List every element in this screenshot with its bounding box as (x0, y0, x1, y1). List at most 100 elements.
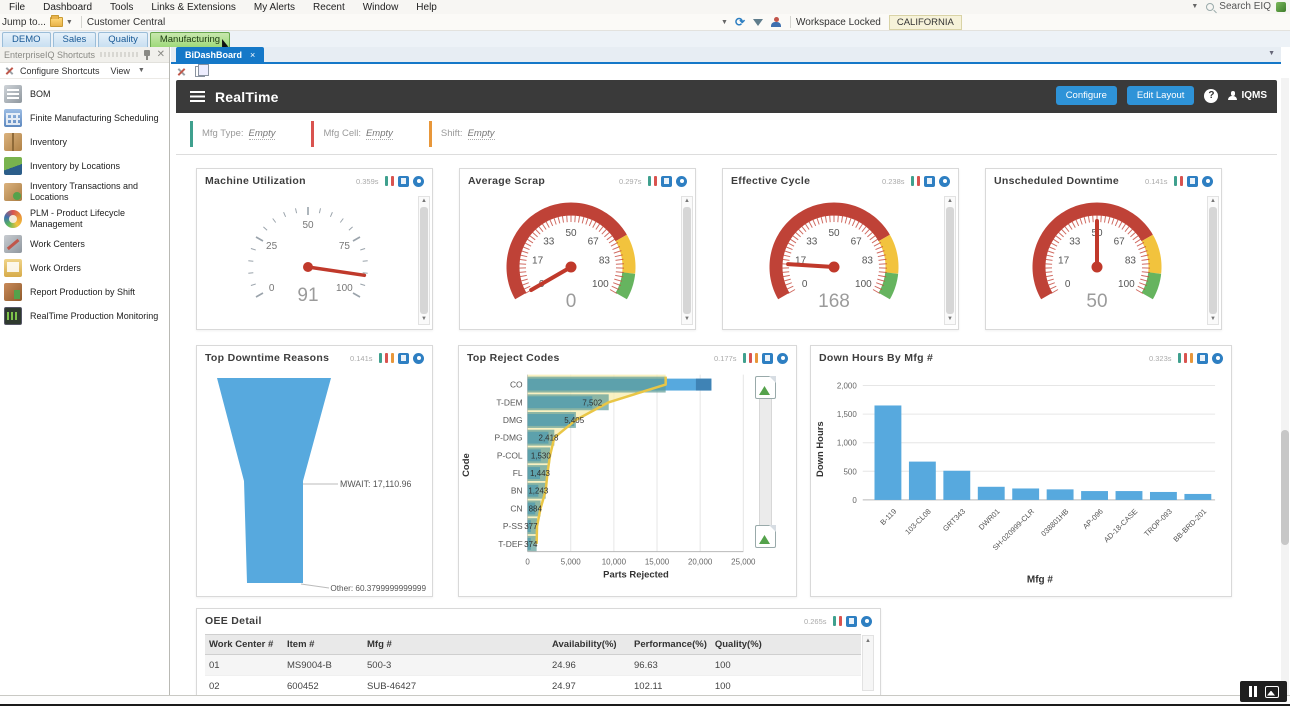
sidebar-item-inventory[interactable]: Inventory (0, 130, 169, 154)
pause-icon[interactable] (1248, 686, 1257, 697)
export-icon[interactable] (1187, 175, 1198, 187)
sidebar-item-plm-product-lifecycle-management[interactable]: PLM - Product Lifecycle Management (0, 205, 169, 232)
menu-item-dashboard[interactable]: Dashboard (43, 1, 93, 13)
widget-scrollbar[interactable]: ▲ ▼ (681, 196, 693, 325)
menu-item-recent[interactable]: Recent (313, 1, 345, 13)
close-icon[interactable]: ✕ (156, 48, 165, 60)
sidebar-item-bom[interactable]: BOM (0, 82, 169, 106)
sidebar-item-work-centers[interactable]: Work Centers (0, 232, 169, 256)
export-icon[interactable] (846, 615, 857, 627)
table-header-item[interactable]: Item # (283, 634, 363, 655)
pin-icon[interactable] (143, 49, 151, 60)
filter-icon[interactable] (753, 18, 763, 26)
workspace-tab-manufacturing[interactable]: Manufacturing (149, 32, 231, 52)
menu-item-my-alerts[interactable]: My Alerts (253, 1, 296, 13)
refresh-icon[interactable]: ⟳ (734, 15, 745, 29)
table-row[interactable]: 02 600452 SUB-46427 24.97 102.11 100 (205, 675, 861, 697)
user-icon[interactable] (771, 17, 781, 27)
screenshot-icon[interactable] (1264, 685, 1279, 698)
table-header-mfg[interactable]: Mfg # (363, 634, 548, 655)
filter-value[interactable]: Empty (365, 127, 393, 140)
bom-icon (4, 85, 22, 103)
page-scrollbar[interactable] (1281, 78, 1289, 695)
gear-icon[interactable] (939, 175, 950, 187)
user-menu[interactable]: IQMS (1228, 90, 1267, 101)
menu-item-file[interactable]: File (9, 1, 26, 13)
svg-text:25: 25 (266, 241, 278, 252)
hamburger-menu-icon[interactable] (190, 91, 205, 102)
workspace-tab-demo[interactable]: DEMO (2, 32, 51, 47)
filter-value[interactable]: Empty (248, 127, 276, 140)
filter-chip-shift[interactable]: Shift: Empty (428, 120, 521, 147)
chevron-down-icon[interactable]: ▼ (1191, 3, 1199, 10)
table-header-quality[interactable]: Quality(%) (710, 634, 861, 655)
export-icon[interactable] (661, 175, 672, 187)
gear-icon[interactable] (1202, 175, 1213, 187)
table-scrollbar[interactable]: ▲ (862, 635, 874, 691)
filter-value[interactable]: Empty (467, 127, 495, 140)
table-header-work-center[interactable]: Work Center # (205, 634, 283, 655)
chart-scrollbar[interactable] (759, 380, 772, 540)
edit-layout-button[interactable]: Edit Layout (1126, 86, 1195, 105)
scrollbar-thumb[interactable] (1281, 430, 1289, 545)
filter-flag-icon (832, 616, 836, 626)
menu-item-window[interactable]: Window (362, 1, 399, 13)
tab-list-chevron-icon[interactable]: ▼ (1268, 50, 1275, 57)
menu-item-links-extensions[interactable]: Links & Extensions (151, 1, 236, 13)
widget-scrollbar[interactable]: ▲ ▼ (1207, 196, 1219, 325)
export-icon[interactable] (924, 175, 935, 187)
table-row[interactable]: 01 MS9004-B 500-3 24.96 96.63 100 (205, 654, 861, 676)
close-icon[interactable]: × (250, 49, 256, 60)
sidebar-item-work-orders[interactable]: Work Orders (0, 256, 169, 280)
sidebar-item-inventory-transactions-and-locations[interactable]: Inventory Transactions and Locations (0, 178, 169, 205)
filter-chip-mfg-cell[interactable]: Mfg Cell: Empty (311, 120, 419, 147)
widget-scrollbar[interactable]: ▲ ▼ (418, 196, 430, 325)
gear-icon[interactable] (861, 615, 872, 627)
copy-icon[interactable] (195, 64, 209, 77)
configure-shortcuts-button[interactable]: Configure Shortcuts (20, 65, 100, 76)
gear-icon[interactable] (676, 175, 687, 187)
chevron-down-icon[interactable]: ▼ (137, 67, 145, 74)
menu-item-help[interactable]: Help (416, 1, 437, 13)
workspace-combo[interactable]: Customer Central (86, 16, 166, 28)
gear-icon[interactable] (777, 352, 788, 364)
help-icon[interactable]: ? (1204, 88, 1219, 103)
gear-icon[interactable] (413, 175, 424, 187)
menu-item-tools[interactable]: Tools (110, 1, 134, 13)
search-eiq-label[interactable]: Search EIQ (1219, 1, 1271, 12)
chevron-down-icon[interactable]: ▼ (721, 18, 728, 26)
export-icon[interactable] (762, 352, 773, 364)
sidebar-item-finite-manufacturing-scheduling[interactable]: Finite Manufacturing Scheduling (0, 106, 169, 130)
view-menu[interactable]: View (110, 65, 130, 76)
sidebar-item-report-production-by-shift[interactable]: Report Production by Shift (0, 280, 169, 304)
export-icon[interactable] (398, 352, 409, 364)
export-image-icon[interactable] (755, 525, 776, 548)
widget-scrollbar[interactable]: ▲ ▼ (944, 196, 956, 325)
table-header-availability[interactable]: Availability(%) (548, 634, 630, 655)
sidebar-item-realtime-production-monitoring[interactable]: RealTime Production Monitoring (0, 304, 169, 328)
filter-chip-mfg-type[interactable]: Mfg Type: Empty (190, 120, 302, 147)
workspace-tab-sales[interactable]: Sales (52, 32, 97, 47)
search-icon[interactable] (1206, 2, 1215, 11)
render-time: 0.141s (349, 353, 373, 363)
widget-average-scrap: Average Scrap 0.297s 017335067831000 ▲▼ (459, 168, 696, 330)
workspace-tab-quality[interactable]: Quality (98, 32, 148, 47)
sidebar-item-inventory-by-locations[interactable]: Inventory by Locations (0, 154, 169, 178)
tab-bidashboard[interactable]: BiDashBoard × (176, 47, 265, 62)
tools-icon[interactable] (176, 66, 187, 77)
gear-icon[interactable] (1212, 352, 1223, 364)
gear-icon[interactable] (413, 352, 424, 364)
chevron-down-icon[interactable]: ▼ (65, 18, 73, 26)
recording-controls[interactable] (1240, 681, 1287, 702)
svg-text:Code: Code (461, 453, 472, 477)
folder-icon[interactable] (49, 15, 63, 27)
oee-detail-table: Work Center # Item # Mfg # Availability(%) P… (197, 634, 880, 697)
table-header-performance[interactable]: Performance(%) (630, 634, 711, 655)
site-badge[interactable]: CALIFORNIA (888, 14, 962, 30)
jump-to-label[interactable]: Jump to... (2, 16, 46, 28)
drag-handle[interactable] (100, 52, 138, 57)
configure-button[interactable]: Configure (1055, 86, 1117, 105)
export-icon[interactable] (1197, 352, 1208, 364)
export-icon[interactable] (398, 175, 409, 187)
export-image-icon[interactable] (755, 376, 776, 399)
